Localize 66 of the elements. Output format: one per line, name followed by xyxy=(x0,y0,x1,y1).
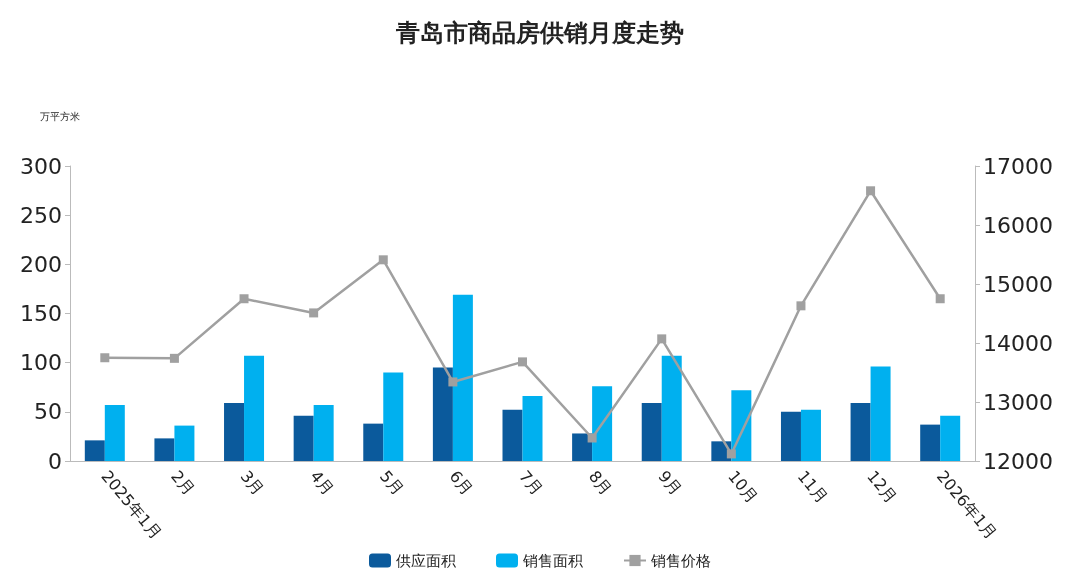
point xyxy=(448,377,458,387)
bar xyxy=(174,425,195,461)
bar xyxy=(661,355,682,461)
point xyxy=(378,255,388,265)
x-tick-label: 7月 xyxy=(515,466,547,500)
point xyxy=(657,334,667,344)
point xyxy=(587,433,597,443)
x-tick-label: 11月 xyxy=(793,466,832,507)
y2-tick-label: 12000 xyxy=(983,448,1053,474)
bar xyxy=(780,411,801,461)
y2-tick-label: 13000 xyxy=(983,389,1053,415)
bar xyxy=(572,433,593,461)
bar xyxy=(502,409,523,461)
x-tick-label: 4月 xyxy=(306,466,338,500)
x-tick-label: 8月 xyxy=(584,466,617,500)
y2-tick-label: 16000 xyxy=(983,212,1053,238)
bar xyxy=(84,440,105,461)
bar xyxy=(452,294,473,461)
bar xyxy=(641,402,662,461)
y-tick-label: 200 xyxy=(20,251,62,277)
bar xyxy=(522,396,543,461)
y-tick-label: 300 xyxy=(20,153,62,179)
bar xyxy=(313,404,334,461)
x-tick-label: 3月 xyxy=(236,466,269,500)
y-tick-label: 50 xyxy=(34,399,62,425)
bar xyxy=(432,367,453,461)
point xyxy=(726,449,736,459)
bar xyxy=(920,424,941,461)
y-axis-title: 万平方米 xyxy=(40,110,80,122)
y-tick-label: 250 xyxy=(20,202,62,228)
point xyxy=(935,294,945,304)
point xyxy=(169,353,179,363)
bar xyxy=(383,372,404,461)
chart-title: 青岛市商品房供销月度走势 xyxy=(395,19,684,47)
x-tick-label: 12月 xyxy=(863,466,902,507)
point xyxy=(796,301,806,311)
point xyxy=(309,308,319,318)
y-tick-label: 100 xyxy=(20,350,62,376)
bar xyxy=(592,386,613,461)
bar xyxy=(870,366,891,461)
bar xyxy=(244,355,265,461)
legend-label: 供应面积 xyxy=(396,551,456,570)
legend-label: 销售面积 xyxy=(522,551,583,570)
bar xyxy=(224,402,245,461)
point xyxy=(866,186,876,196)
bar xyxy=(104,404,125,461)
bar xyxy=(940,415,961,461)
point xyxy=(100,353,110,363)
point xyxy=(518,357,527,367)
y2-tick-label: 14000 xyxy=(983,330,1053,356)
bar xyxy=(293,415,314,461)
x-tick-label: 6月 xyxy=(445,466,477,500)
x-tick-label: 9月 xyxy=(654,466,686,500)
y2-tick-label: 17000 xyxy=(983,153,1053,179)
y2-tick-label: 15000 xyxy=(983,271,1053,297)
y-tick-label: 150 xyxy=(20,301,62,326)
x-tick-label: 5月 xyxy=(375,466,408,500)
bar xyxy=(363,423,384,461)
y-tick-label: 0 xyxy=(48,448,62,474)
x-tick-label: 2月 xyxy=(167,466,199,500)
bar xyxy=(850,402,871,461)
bar xyxy=(154,438,175,461)
point xyxy=(239,294,249,304)
x-tick-label: 10月 xyxy=(724,466,762,507)
legend-label: 销售价格 xyxy=(650,551,711,570)
bar xyxy=(800,409,821,461)
